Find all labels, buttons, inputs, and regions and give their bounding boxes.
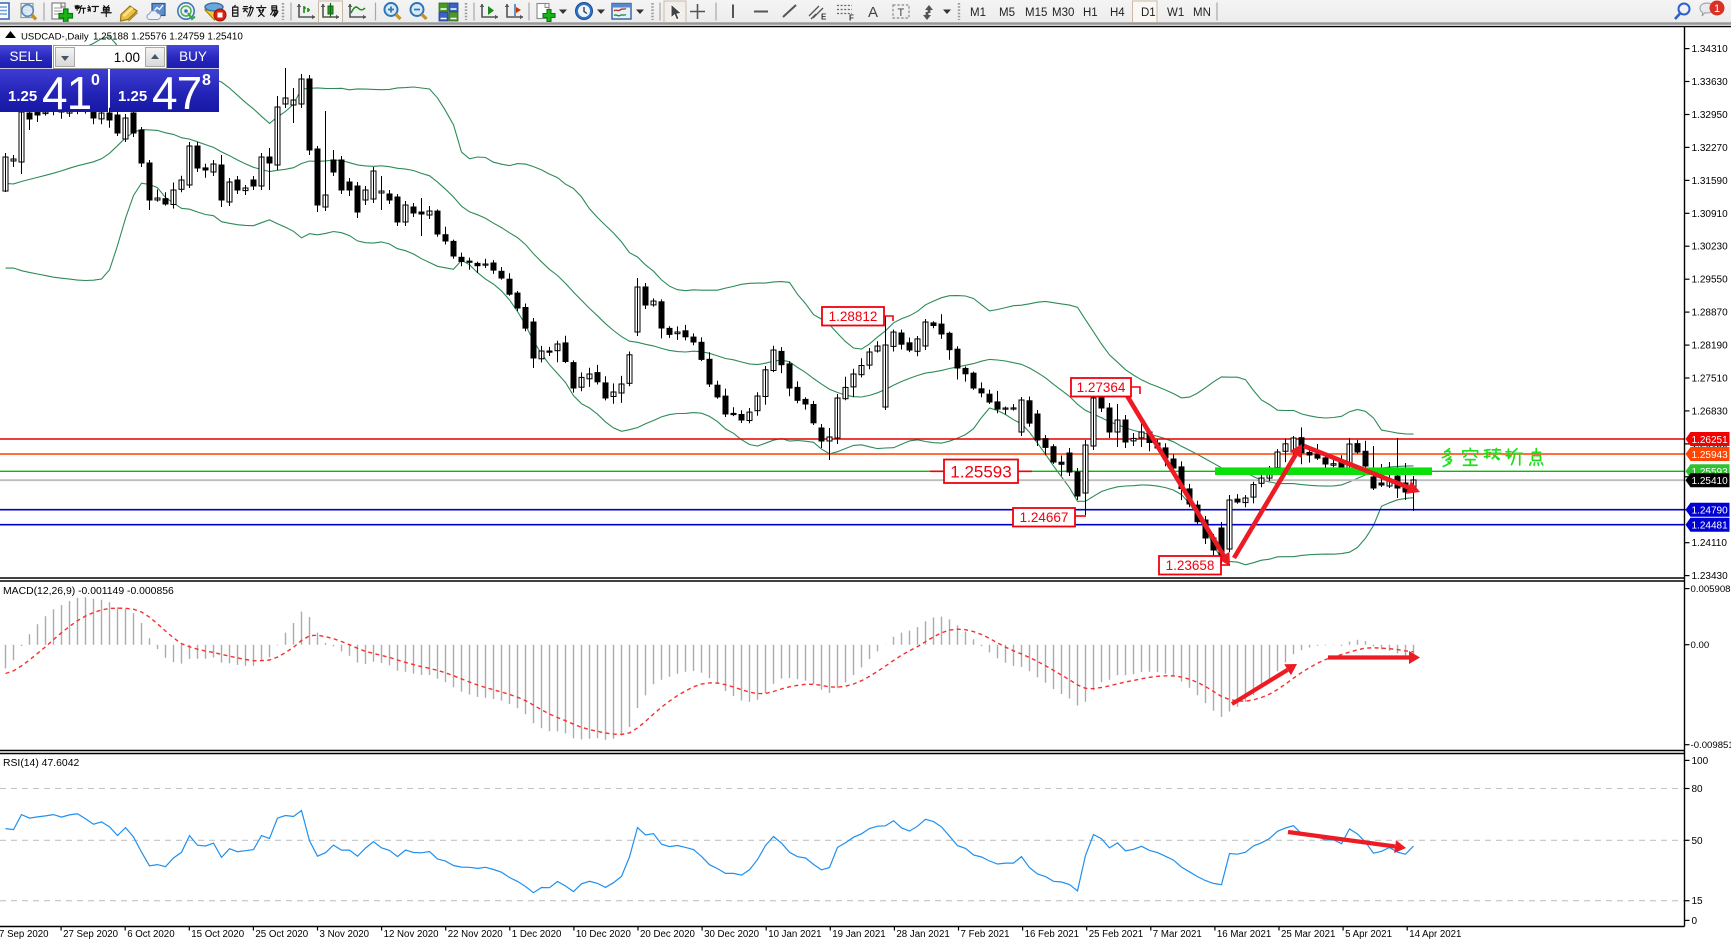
svg-text:19 Jan 2021: 19 Jan 2021 [832, 929, 885, 940]
svg-text:15: 15 [1692, 896, 1704, 907]
svg-text:25 Oct 2020: 25 Oct 2020 [255, 929, 308, 940]
svg-text:M30: M30 [1052, 7, 1074, 19]
svg-text:1.26830: 1.26830 [1692, 406, 1729, 417]
svg-text:1.24790: 1.24790 [1692, 506, 1729, 517]
svg-text:14 Apr 2021: 14 Apr 2021 [1409, 929, 1461, 940]
svg-text:5 Apr 2021: 5 Apr 2021 [1345, 929, 1392, 940]
svg-text:1.27364: 1.27364 [1077, 380, 1126, 395]
svg-text:W1: W1 [1167, 7, 1184, 19]
svg-text:7 Mar 2021: 7 Mar 2021 [1153, 929, 1202, 940]
svg-text:1.31590: 1.31590 [1692, 176, 1729, 187]
svg-text:28 Jan 2021: 28 Jan 2021 [896, 929, 949, 940]
svg-text:1.25943: 1.25943 [1692, 450, 1729, 461]
svg-text:1.32950: 1.32950 [1692, 110, 1729, 121]
svg-text:0.005908: 0.005908 [1691, 584, 1731, 595]
svg-text:USDCAD-,Daily: USDCAD-,Daily [21, 32, 89, 43]
svg-text:1.24110: 1.24110 [1692, 538, 1728, 549]
svg-text:1.28870: 1.28870 [1692, 308, 1729, 319]
svg-text:22 Nov 2020: 22 Nov 2020 [448, 929, 504, 940]
svg-text:80: 80 [1692, 784, 1704, 795]
svg-text:A: A [868, 4, 878, 21]
svg-text:16 Feb 2021: 16 Feb 2021 [1025, 929, 1079, 940]
svg-text:7 Feb 2021: 7 Feb 2021 [961, 929, 1010, 940]
svg-text:F: F [849, 14, 854, 23]
svg-text:M1: M1 [970, 7, 986, 19]
svg-text:1.28190: 1.28190 [1692, 341, 1729, 352]
svg-text:D1: D1 [1141, 7, 1156, 19]
svg-text:27 Sep 2020: 27 Sep 2020 [63, 929, 119, 940]
svg-text:1.28812: 1.28812 [829, 309, 878, 324]
svg-text:100: 100 [1692, 756, 1709, 767]
svg-text:1.25188 1.25576 1.24759 1.2541: 1.25188 1.25576 1.24759 1.25410 [93, 32, 243, 43]
svg-text:20 Dec 2020: 20 Dec 2020 [640, 929, 696, 940]
svg-text:1.30910: 1.30910 [1692, 209, 1729, 220]
svg-text:10 Dec 2020: 10 Dec 2020 [576, 929, 632, 940]
svg-text:1.24667: 1.24667 [1020, 510, 1069, 525]
svg-text:E: E [821, 13, 827, 22]
svg-text:16 Mar 2021: 16 Mar 2021 [1217, 929, 1271, 940]
svg-text:0: 0 [1692, 916, 1698, 927]
svg-text:1.30230: 1.30230 [1692, 242, 1729, 253]
svg-text:H4: H4 [1110, 7, 1125, 19]
svg-text:50: 50 [1692, 836, 1704, 847]
svg-text:12 Nov 2020: 12 Nov 2020 [384, 929, 440, 940]
svg-text:1.25593: 1.25593 [950, 462, 1011, 481]
svg-text:7 Sep 2020: 7 Sep 2020 [0, 929, 49, 940]
svg-text:3 Nov 2020: 3 Nov 2020 [320, 929, 370, 940]
svg-text:1 Dec 2020: 1 Dec 2020 [512, 929, 562, 940]
svg-text:M5: M5 [999, 7, 1015, 19]
svg-text:6 Oct 2020: 6 Oct 2020 [127, 929, 175, 940]
svg-text:-0.009851: -0.009851 [1691, 740, 1731, 751]
svg-text:1.25410: 1.25410 [1692, 476, 1729, 487]
svg-text:RSI(14) 47.6042: RSI(14) 47.6042 [3, 758, 79, 769]
svg-text:25 Mar 2021: 25 Mar 2021 [1281, 929, 1335, 940]
svg-text:H1: H1 [1083, 7, 1098, 19]
svg-text:25 Feb 2021: 25 Feb 2021 [1089, 929, 1143, 940]
svg-text:1.27510: 1.27510 [1692, 374, 1729, 385]
svg-text:1.23658: 1.23658 [1166, 558, 1215, 573]
svg-text:MN: MN [1193, 7, 1211, 19]
svg-text:1: 1 [1714, 3, 1720, 15]
svg-text:30 Dec 2020: 30 Dec 2020 [704, 929, 760, 940]
svg-text:1.24481: 1.24481 [1692, 521, 1729, 532]
svg-text:1.32270: 1.32270 [1692, 143, 1729, 154]
svg-text:MACD(12,26,9) -0.001149 -0.000: MACD(12,26,9) -0.001149 -0.000856 [3, 586, 174, 597]
svg-text:M15: M15 [1025, 7, 1047, 19]
svg-text:1.34310: 1.34310 [1692, 44, 1729, 55]
svg-text:1.29550: 1.29550 [1692, 275, 1729, 286]
svg-text:10 Jan 2021: 10 Jan 2021 [768, 929, 821, 940]
svg-text:1.33630: 1.33630 [1692, 77, 1729, 88]
svg-text:T: T [898, 7, 905, 19]
svg-text:1.25593: 1.25593 [1692, 467, 1729, 478]
svg-text:0.00: 0.00 [1691, 640, 1710, 651]
svg-text:15 Oct 2020: 15 Oct 2020 [191, 929, 244, 940]
svg-text:1.23430: 1.23430 [1692, 571, 1729, 582]
svg-text:1.26251: 1.26251 [1692, 435, 1729, 446]
